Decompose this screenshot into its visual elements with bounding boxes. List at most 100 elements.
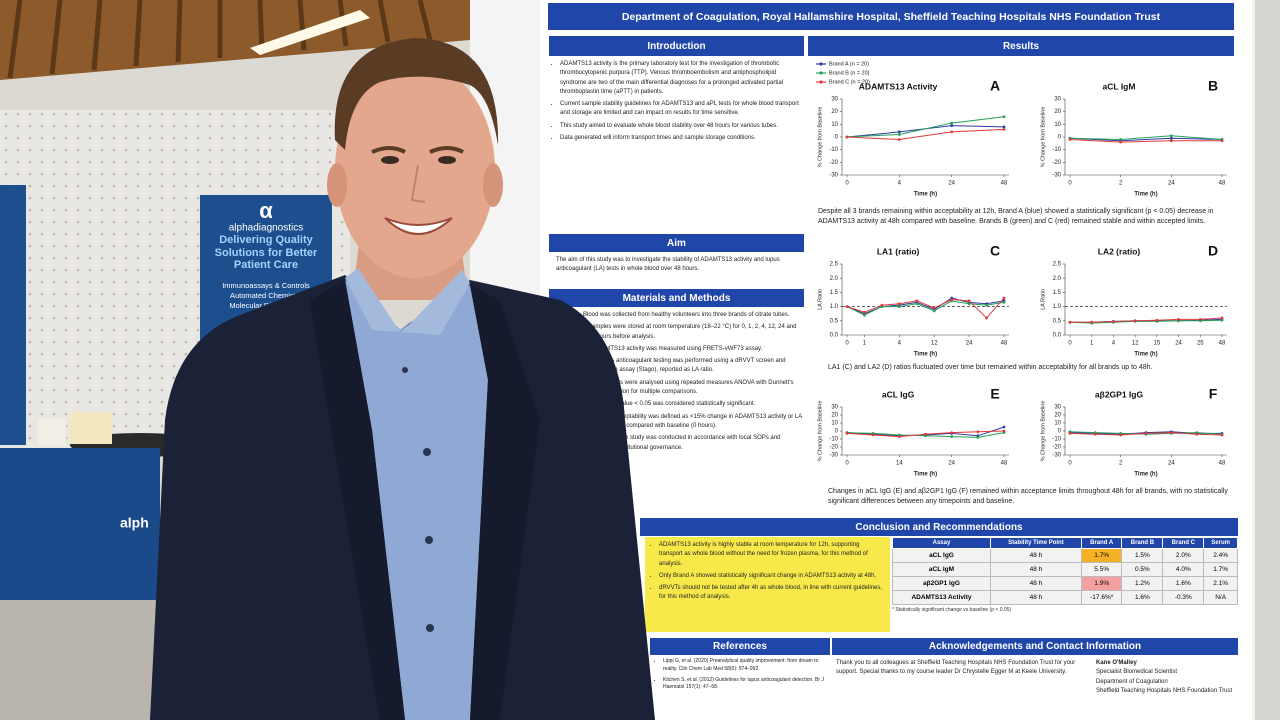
data-point: [976, 436, 980, 439]
section-title: References: [650, 638, 830, 655]
x-tick-label: 48: [1001, 341, 1008, 347]
data-point: [1198, 317, 1202, 321]
data-point: [897, 138, 901, 141]
x-tick-label: 48: [1219, 341, 1226, 347]
x-tick-label: 24: [948, 461, 955, 467]
bullet: ADAMTS13 activity is highly stable at ro…: [659, 541, 884, 569]
table-cell: 4.0%: [1162, 562, 1205, 577]
data-point: [1195, 432, 1199, 436]
x-tick-label: 24: [1175, 341, 1182, 347]
bullet: Lupus anticoagulant testing was performe…: [598, 357, 803, 376]
panel-letter: E: [990, 386, 999, 402]
data-point: [845, 135, 849, 139]
data-point: [1002, 115, 1006, 119]
table-cell: aCL IgG: [892, 548, 991, 563]
table-cell: aCL IgM: [892, 562, 991, 577]
data-point: [871, 433, 875, 437]
legend-marker: [819, 80, 823, 84]
table-header: Assay: [892, 537, 991, 549]
y-tick-label: 20: [831, 413, 838, 419]
y-tick-label: 30: [831, 405, 838, 411]
x-tick-label: 4: [1112, 341, 1116, 347]
side-banner: [0, 185, 26, 445]
y-tick-label: 0.0: [830, 333, 839, 339]
methods-text: Blood was collected from healthy volunte…: [575, 311, 803, 456]
table-cell: 1.6%: [1162, 576, 1205, 591]
y-tick-label: 10: [1054, 122, 1061, 128]
data-point: [1169, 134, 1173, 138]
y-tick-label: -30: [1052, 453, 1061, 459]
caption: LA1 (C) and LA2 (D) ratios fluctuated ov…: [828, 364, 1153, 371]
table-cell: aβ2GP1 IgG: [892, 576, 991, 591]
caption: Despite all 3 brands remaining within ac…: [818, 208, 1214, 226]
table-cell: 1.2%: [1121, 576, 1164, 591]
tablecloth-text: alph: [120, 515, 149, 531]
table-row: aβ2GP1 IgG 48 h 1.9% 1.2% 1.6% 2.1%: [892, 576, 1238, 591]
bullet: Only Brand A showed statistically signif…: [659, 572, 884, 581]
wall-right: [1255, 0, 1280, 720]
bullet: Current sample stability guidelines for …: [560, 100, 802, 119]
legend-label: Brand A (n = 20): [829, 61, 869, 67]
table-cell: 0.5%: [1121, 562, 1164, 577]
y-tick-label: 30: [831, 97, 838, 103]
data-point: [1093, 432, 1097, 436]
y-tick-label: -20: [1052, 160, 1061, 166]
data-point: [880, 303, 884, 307]
bullet: dRVVTs should not be tested after 4h as …: [659, 584, 884, 603]
floor: [0, 600, 540, 720]
x-tick-label: 0: [845, 181, 849, 187]
y-tick-label: 1.0: [1053, 304, 1062, 310]
y-tick-label: -10: [1052, 147, 1061, 153]
panel-letter: F: [1209, 386, 1218, 402]
x-tick-label: 1: [863, 341, 867, 347]
y-tick-label: 0.5: [830, 318, 839, 324]
table-row: ADAMTS13 Activity 48 h -17.6%* 1.6% -0.3% N/A: [892, 590, 1238, 605]
y-tick-label: 30: [1054, 97, 1061, 103]
caption: Changes in aCL IgG (E) and aβ2GP1 IgG (F…: [828, 488, 1228, 506]
x-tick-label: 24: [1168, 181, 1175, 187]
section-title: Acknowledgements and Contact Information: [832, 638, 1238, 655]
x-tick-label: 0: [1068, 461, 1072, 467]
table-row: aCL IgM 48 h 5.5% 0.5% 4.0% 1.7%: [892, 562, 1238, 577]
data-point: [976, 430, 980, 434]
data-point: [1090, 320, 1094, 324]
bullet: ADAMTS13 activity was measured using FRE…: [593, 345, 803, 354]
data-point: [1002, 125, 1006, 129]
panel-title: LA1 (ratio): [877, 246, 920, 256]
x-tick-label: 48: [1219, 181, 1226, 187]
data-point: [932, 306, 936, 310]
data-point: [1133, 319, 1137, 323]
y-axis-label: % Change from Baseline: [817, 107, 823, 168]
y-tick-label: 20: [1054, 109, 1061, 115]
data-point: [1169, 431, 1173, 434]
y-tick-label: 1.5: [1053, 290, 1062, 296]
table-cell: 1.5%: [1121, 548, 1164, 563]
data-point: [1155, 318, 1159, 322]
y-tick-label: 20: [831, 109, 838, 115]
chart-panel: aCL IgM B% Change from Baseline3020100-10…: [1040, 78, 1227, 198]
data-point: [1068, 432, 1072, 435]
table-cell: 1.6%: [1121, 590, 1164, 605]
series-line: [1069, 139, 1222, 143]
data-point: [1169, 139, 1173, 143]
data-point: [950, 130, 954, 134]
y-tick-label: 2.0: [1053, 276, 1062, 282]
x-axis-label: Time (h): [914, 192, 937, 198]
table-row: aCL IgG 48 h 1.7% 1.5% 2.0% 2.4%: [892, 548, 1238, 563]
data-point: [863, 313, 866, 317]
ack-text: Thank you to all colleagues at Sheffield…: [836, 660, 1076, 676]
data-point: [1002, 128, 1006, 131]
y-axis-label: LA Ratio: [1040, 289, 1046, 310]
y-tick-label: 30: [1054, 405, 1061, 411]
x-tick-label: 0: [845, 341, 849, 347]
contact-line: Sheffield Teaching Hospitals NHS Foundat…: [1096, 687, 1233, 694]
table-cell: 2.0%: [1162, 548, 1205, 563]
section-title: Conclusion and Recommendations: [640, 518, 1238, 536]
data-point: [950, 121, 954, 125]
panel-title: aCL IgG: [882, 389, 915, 399]
poster-header: Department of Coagulation, Royal Hallams…: [548, 3, 1234, 30]
bullet: This study aimed to evaluate whole blood…: [560, 122, 802, 131]
table-cell: 48 h: [989, 590, 1082, 605]
legend: Brand A (n = 20) Brand B (n = 20) Brand C …: [816, 61, 870, 85]
leaflet: [38, 418, 66, 446]
